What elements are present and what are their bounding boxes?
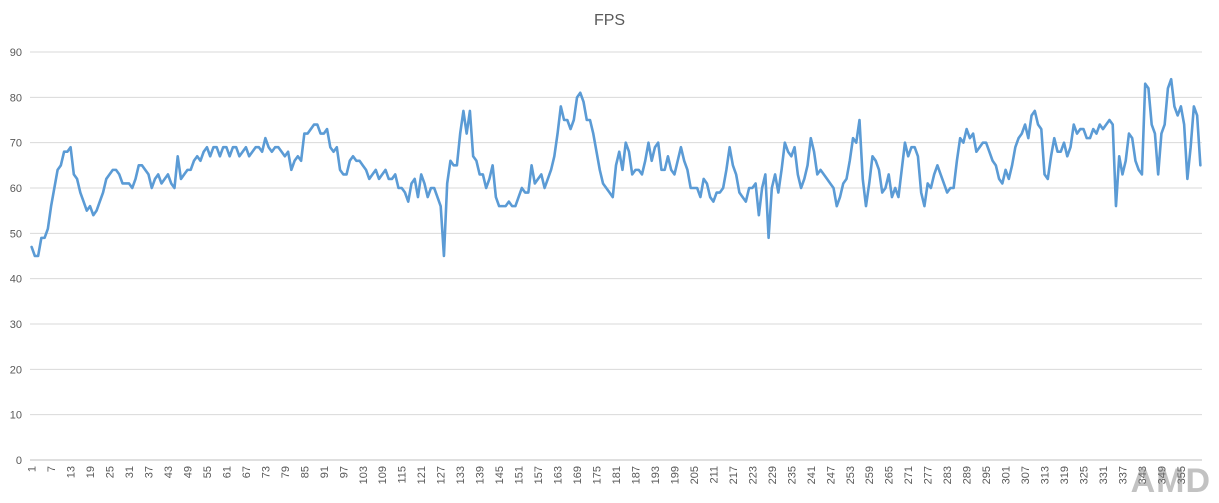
- x-tick-label: 97: [338, 466, 350, 478]
- x-tick-label: 7: [46, 466, 58, 472]
- x-tick-label: 139: [475, 466, 487, 484]
- x-tick-label: 157: [533, 466, 545, 484]
- x-tick-label: 289: [962, 466, 974, 484]
- x-tick-label: 211: [708, 466, 720, 484]
- x-tick-label: 355: [1176, 466, 1188, 484]
- x-tick-label: 163: [553, 466, 565, 484]
- x-tick-label: 283: [942, 466, 954, 484]
- x-tick-label: 73: [260, 466, 272, 478]
- x-tick-label: 19: [85, 466, 97, 478]
- x-tick-label: 91: [319, 466, 331, 478]
- y-tick-label: 30: [10, 319, 22, 331]
- x-tick-label: 151: [514, 466, 526, 484]
- x-tick-label: 217: [728, 466, 740, 484]
- x-tick-label: 205: [689, 466, 701, 484]
- x-tick-label: 67: [241, 466, 253, 478]
- x-tick-label: 127: [436, 466, 448, 484]
- x-tick-label: 55: [202, 466, 214, 478]
- x-tick-label: 169: [572, 466, 584, 484]
- x-tick-label: 175: [592, 466, 604, 484]
- y-tick-label: 80: [10, 92, 22, 104]
- x-tick-label: 37: [143, 466, 155, 478]
- x-tick-label: 25: [105, 466, 117, 478]
- x-tick-label: 247: [825, 466, 837, 484]
- x-tick-label: 1: [27, 466, 39, 472]
- x-tick-label: 43: [163, 466, 175, 478]
- x-tick-label: 319: [1059, 466, 1071, 484]
- x-tick-label: 271: [903, 466, 915, 484]
- x-tick-label: 193: [650, 466, 662, 484]
- x-tick-label: 253: [845, 466, 857, 484]
- x-tick-label: 145: [494, 466, 506, 484]
- x-tick-label: 115: [397, 466, 409, 484]
- x-tick-label: 337: [1117, 466, 1129, 484]
- x-tick-label: 301: [1001, 466, 1013, 484]
- x-tick-label: 349: [1156, 466, 1168, 484]
- x-tick-label: 307: [1020, 466, 1032, 484]
- amd-watermark-logo: AMD: [1130, 462, 1211, 500]
- x-tick-label: 259: [864, 466, 876, 484]
- y-tick-label: 10: [10, 410, 22, 422]
- x-tick-label: 85: [299, 466, 311, 478]
- x-tick-label: 223: [747, 466, 759, 484]
- x-tick-label: 61: [221, 466, 233, 478]
- x-tick-label: 187: [630, 466, 642, 484]
- x-tick-label: 79: [280, 466, 292, 478]
- y-tick-label: 20: [10, 364, 22, 376]
- y-tick-label: 0: [16, 455, 22, 467]
- y-tick-label: 40: [10, 274, 22, 286]
- x-tick-label: 241: [806, 466, 818, 484]
- x-tick-label: 235: [786, 466, 798, 484]
- x-tick-label: 103: [358, 466, 370, 484]
- x-tick-label: 109: [377, 466, 389, 484]
- x-tick-label: 13: [66, 466, 78, 478]
- y-tick-label: 90: [10, 47, 22, 59]
- chart-title: FPS: [593, 12, 626, 29]
- x-tick-label: 121: [416, 466, 428, 484]
- x-tick-label: 343: [1137, 466, 1149, 484]
- x-tick-label: 331: [1098, 466, 1110, 484]
- x-tick-label: 133: [455, 466, 467, 484]
- x-tick-label: 229: [767, 466, 779, 484]
- y-tick-label: 70: [10, 138, 22, 150]
- x-tick-label: 295: [981, 466, 993, 484]
- x-tick-label: 313: [1040, 466, 1052, 484]
- x-tick-label: 277: [923, 466, 935, 484]
- x-tick-label: 181: [611, 466, 623, 484]
- x-tick-label: 265: [884, 466, 896, 484]
- x-tick-label: 199: [669, 466, 681, 484]
- x-tick-label: 325: [1079, 466, 1091, 484]
- y-tick-label: 60: [10, 183, 22, 195]
- fps-series-line: [30, 77, 1202, 258]
- y-tick-label: 50: [10, 228, 22, 240]
- x-tick-label: 49: [182, 466, 194, 478]
- x-tick-label: 31: [124, 466, 136, 478]
